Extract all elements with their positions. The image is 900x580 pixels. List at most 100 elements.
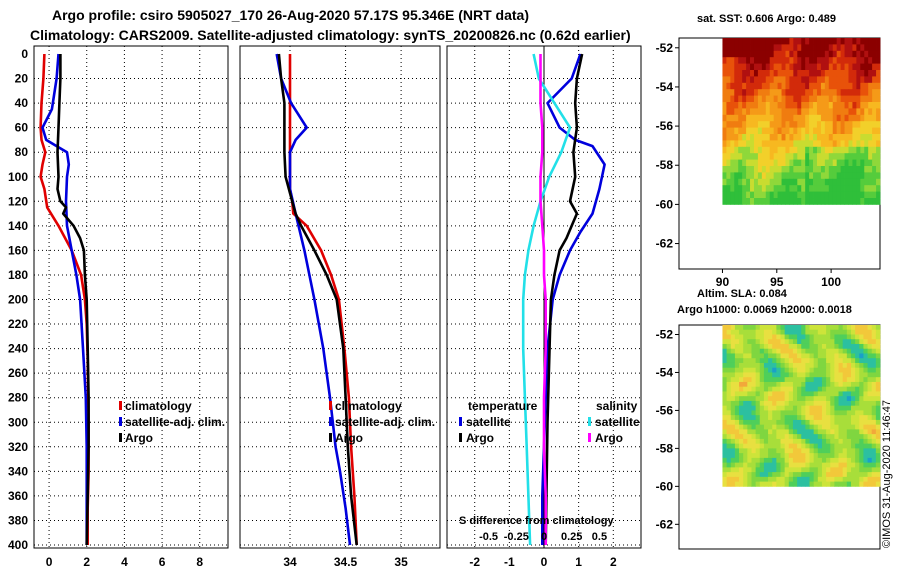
sla-cell bbox=[772, 481, 777, 487]
sst-cell bbox=[742, 50, 747, 58]
sst-cell bbox=[868, 63, 873, 71]
sst-cell bbox=[769, 102, 775, 109]
sst-cell bbox=[856, 127, 861, 135]
sst-cell bbox=[836, 191, 842, 199]
sst-cell bbox=[836, 102, 842, 109]
sla-cell bbox=[834, 386, 839, 392]
sla-cell bbox=[768, 377, 773, 383]
sst-cell bbox=[765, 95, 771, 103]
sla-cell bbox=[817, 472, 823, 478]
sst-cell bbox=[836, 70, 842, 77]
sla-cell bbox=[759, 343, 765, 350]
sla-cell bbox=[817, 339, 823, 345]
sst-cell bbox=[832, 159, 838, 167]
sla-cell bbox=[813, 381, 819, 388]
sla-cell bbox=[813, 400, 819, 407]
sst-cell bbox=[742, 38, 747, 45]
sst-cell bbox=[789, 146, 794, 154]
sla-cell bbox=[730, 405, 736, 411]
sla-cell bbox=[875, 353, 881, 359]
sst-cell bbox=[750, 44, 755, 52]
sst-cell bbox=[734, 82, 739, 90]
sst-cell bbox=[738, 108, 743, 116]
credit-stamp: ©IMOS 31-Aug-2020 11:46:47 bbox=[881, 400, 893, 548]
sst-cell bbox=[836, 166, 842, 173]
sla-cell bbox=[772, 358, 777, 364]
sla-cell bbox=[813, 457, 819, 464]
sst-cell bbox=[742, 140, 747, 148]
sla-cell bbox=[768, 419, 773, 426]
sla-cell bbox=[801, 481, 806, 487]
sst-cell bbox=[816, 140, 822, 148]
sla-cell bbox=[763, 467, 769, 473]
sst-cell bbox=[730, 191, 735, 199]
sla-cell bbox=[722, 481, 728, 487]
sla-cell bbox=[739, 396, 744, 402]
sst-cell bbox=[868, 178, 873, 186]
sst-cell bbox=[797, 82, 802, 90]
sst-cell bbox=[856, 63, 861, 71]
sst-cell bbox=[773, 38, 778, 45]
sla-cell bbox=[751, 457, 757, 464]
sla-cell bbox=[838, 377, 844, 383]
sla-cell bbox=[834, 457, 839, 464]
sst-cell bbox=[860, 108, 865, 116]
sst-cell bbox=[734, 146, 739, 154]
sst-cell bbox=[852, 153, 857, 160]
sla-cell bbox=[805, 353, 810, 359]
lat-tick-label: -52 bbox=[656, 41, 674, 55]
sla-cell bbox=[871, 438, 877, 445]
sst-cell bbox=[828, 63, 834, 71]
sst-cell bbox=[730, 44, 735, 52]
sst-cell bbox=[746, 134, 751, 141]
sla-cell bbox=[739, 386, 744, 392]
sst-cell bbox=[726, 140, 731, 148]
sla-cell bbox=[751, 410, 757, 416]
sst-cell bbox=[734, 57, 739, 64]
sla-cell bbox=[792, 462, 798, 468]
sst-cell bbox=[820, 191, 826, 199]
sla-cell bbox=[855, 438, 860, 445]
sla-cell bbox=[826, 481, 831, 487]
sst-cell bbox=[785, 63, 790, 71]
sst-cell bbox=[738, 89, 743, 96]
sst-cell bbox=[757, 166, 763, 173]
sla-cell bbox=[805, 462, 810, 468]
sst-cell bbox=[872, 89, 877, 96]
sst-cell bbox=[805, 63, 810, 71]
sla-cell bbox=[859, 362, 864, 369]
sst-cell bbox=[856, 146, 861, 154]
sst-cell bbox=[828, 185, 834, 192]
sst-cell bbox=[722, 134, 727, 141]
sst-cell bbox=[868, 108, 873, 116]
sla-cell bbox=[855, 358, 860, 364]
sst-cell bbox=[805, 76, 810, 84]
sst-cell bbox=[809, 172, 814, 180]
depth-tick-label: 300 bbox=[8, 415, 28, 429]
sla-cell bbox=[792, 438, 798, 445]
sla-cell bbox=[838, 472, 844, 478]
sst-cell bbox=[876, 89, 881, 96]
sla-cell bbox=[784, 443, 790, 449]
sla-cell bbox=[772, 367, 777, 373]
sla-cell bbox=[768, 339, 773, 345]
sla-cell bbox=[867, 424, 873, 430]
sla-cell bbox=[821, 358, 827, 364]
sla-cell bbox=[875, 467, 881, 473]
sla-cell bbox=[821, 339, 827, 345]
sst-cell bbox=[730, 38, 735, 45]
sla-cell bbox=[813, 396, 819, 402]
sla-cell bbox=[768, 381, 773, 388]
sst-cell bbox=[734, 159, 739, 167]
sla-cell bbox=[722, 386, 728, 392]
sla-cell bbox=[747, 325, 752, 331]
sst-cell bbox=[848, 153, 853, 160]
sla-cell bbox=[834, 443, 839, 449]
sla-cell bbox=[759, 453, 765, 459]
sla-cell bbox=[805, 339, 810, 345]
sst-cell bbox=[864, 95, 869, 103]
sst-cell bbox=[757, 82, 763, 90]
sla-cell bbox=[784, 358, 790, 364]
sst-cell bbox=[761, 63, 767, 71]
sla-cell bbox=[759, 339, 765, 345]
